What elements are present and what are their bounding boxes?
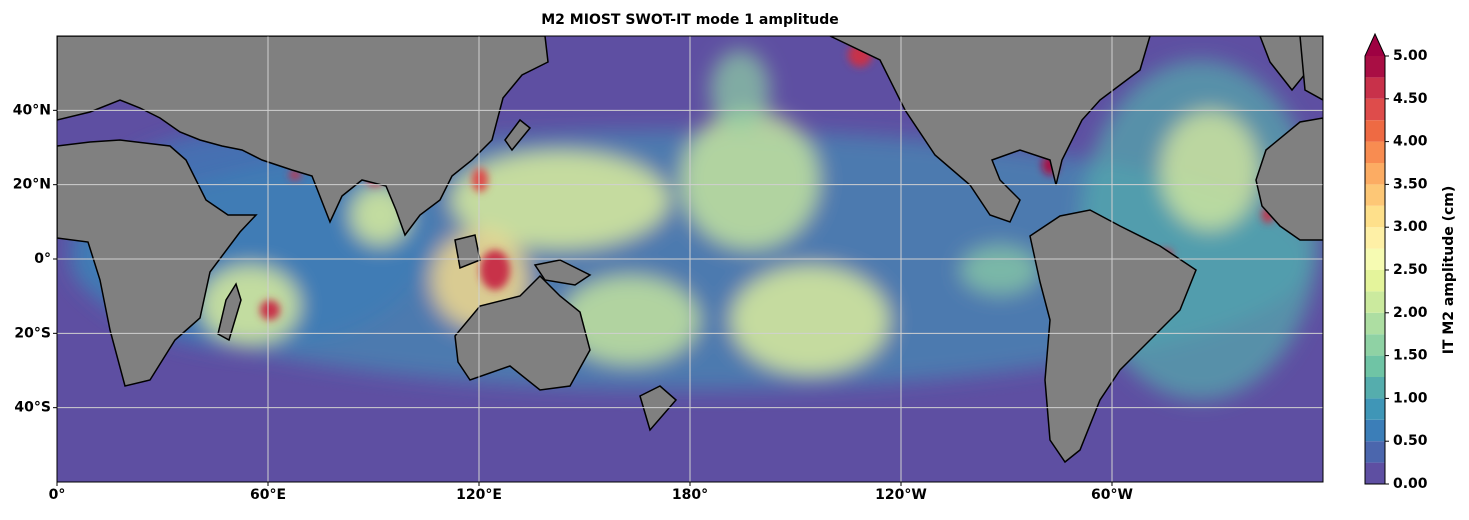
colorbar-tick-label: 3.00	[1393, 219, 1428, 235]
colorbar-band	[1365, 120, 1385, 142]
colorbar-tick-label: 5.00	[1393, 48, 1428, 64]
colorbar-tick-label: 2.00	[1393, 305, 1428, 321]
colorbar-band	[1365, 377, 1385, 399]
colorbar-band	[1365, 77, 1385, 99]
colorbar-tick-label: 3.50	[1393, 176, 1428, 192]
x-tick-label: 0°	[49, 487, 66, 503]
colorbar-label: IT M2 amplitude (cm)	[1441, 186, 1457, 355]
eurasia	[57, 36, 549, 237]
y-tick-label: 20°S	[14, 325, 51, 341]
colorbar-band	[1365, 141, 1385, 163]
colorbar-band	[1365, 291, 1385, 313]
x-tick-label: 180°	[672, 487, 708, 503]
colorbar-band	[1365, 398, 1385, 420]
y-tick-label: 20°N	[13, 177, 51, 193]
colorbar-band	[1365, 270, 1385, 292]
land	[57, 36, 1323, 464]
y-tick-label: 40°N	[13, 102, 51, 118]
colorbar-band	[1365, 334, 1385, 356]
colorbar-band	[1365, 312, 1385, 335]
x-tick-label: 60°W	[1091, 487, 1133, 503]
x-tick-label: 120°W	[875, 487, 927, 503]
colorbar-band	[1365, 205, 1385, 228]
new-guinea	[533, 259, 592, 286]
japan	[504, 118, 532, 152]
colorbar-band	[1365, 441, 1385, 463]
colorbar-extend	[1365, 34, 1385, 56]
x-tick-label: 60°E	[250, 487, 286, 503]
y-tick-label: 40°S	[14, 400, 51, 416]
colorbar-band	[1365, 419, 1385, 442]
chart-title: M2 MIOST SWOT-IT mode 1 amplitude	[541, 12, 839, 28]
south-america	[1029, 209, 1197, 464]
colorbar-tick-label: 4.00	[1393, 134, 1428, 150]
madagascar	[217, 282, 242, 342]
colorbar-tick-label: 1.50	[1393, 348, 1428, 364]
colorbar-band	[1365, 163, 1385, 185]
colorbar-band	[1365, 98, 1385, 121]
africa	[57, 139, 258, 387]
colorbar-band	[1365, 248, 1385, 270]
x-tick-label: 120°E	[456, 487, 502, 503]
north-america	[829, 36, 1151, 223]
colorbar-frame	[1364, 32, 1386, 485]
colorbar-band	[1365, 56, 1385, 78]
colorbar-band	[1365, 184, 1385, 206]
west-africa	[1255, 117, 1323, 241]
colorbar-tick-label: 4.50	[1393, 91, 1428, 107]
colorbar-tick-label: 1.00	[1393, 390, 1428, 406]
colorbar-band	[1365, 355, 1385, 377]
colorbar-tick-label: 0.00	[1393, 476, 1428, 492]
map-frame	[56, 35, 1324, 483]
colorbar-band	[1365, 462, 1385, 484]
colorbar-tick-label: 2.50	[1393, 262, 1428, 278]
y-tick-label: 0°	[34, 251, 51, 267]
colorbar-tick-label: 0.50	[1393, 433, 1428, 449]
europe	[1299, 36, 1323, 101]
colorbar-band	[1365, 227, 1385, 249]
